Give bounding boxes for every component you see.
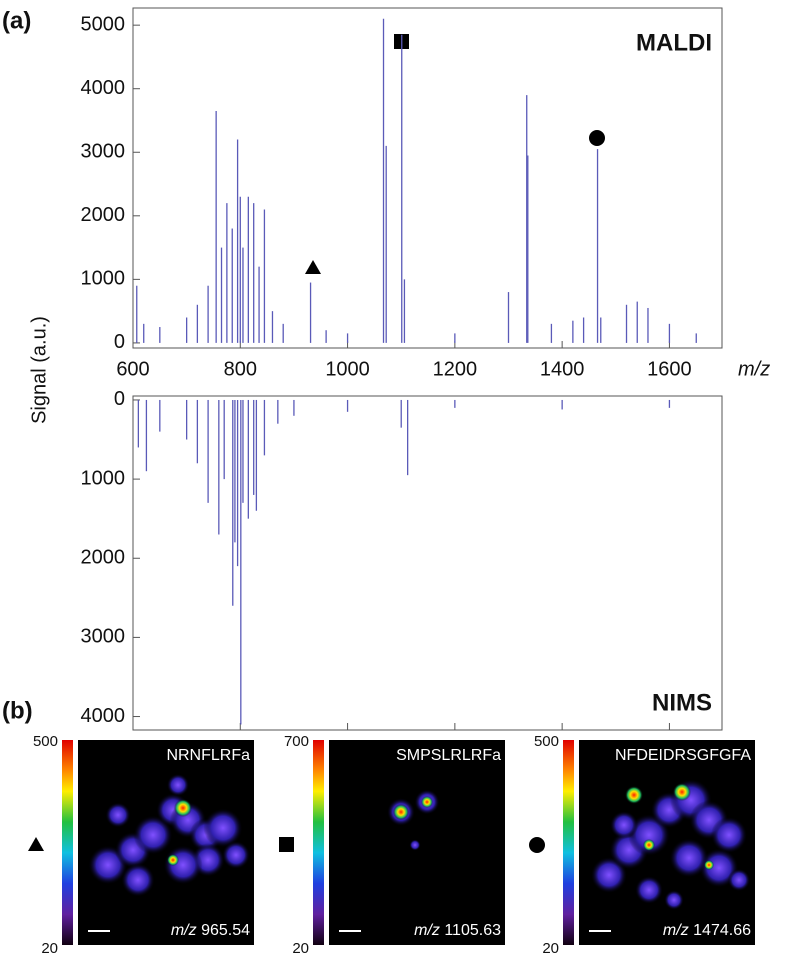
colorbar [313, 740, 324, 945]
signal-blob [105, 802, 131, 828]
x-tick-label: 800 [224, 358, 257, 380]
plot-frame [132, 7, 723, 349]
peptide-label: NFDEIDRSGFGFA [615, 747, 751, 764]
signal-blob [409, 839, 421, 851]
hot-spot [625, 786, 643, 804]
signal-blob [133, 815, 173, 855]
image-panel: 500 20 NFDEIDRSGFGFA m/z 1474.66 [534, 733, 755, 957]
signal-blob [664, 890, 684, 910]
x-tick-label: 1000 [325, 358, 370, 380]
colorbar-min: 20 [41, 940, 58, 957]
x-tick-label: 1600 [647, 358, 692, 380]
square-marker [279, 837, 294, 852]
y-tick-label: 3000 [81, 141, 126, 163]
signal-blob [163, 845, 203, 885]
y-tick-label: 4000 [81, 705, 126, 727]
hot-spot [167, 854, 179, 866]
y-tick-label: 0 [114, 331, 125, 353]
hot-spot [643, 839, 655, 851]
image-panel: 700 20 SMPSLRLRFa m/z 1105.63 [284, 733, 505, 957]
colorbar-min: 20 [542, 940, 559, 957]
colorbar [563, 740, 574, 945]
colorbar [62, 740, 73, 945]
colorbar-max: 700 [284, 733, 309, 750]
y-tick-label: 2000 [81, 204, 126, 226]
signal-blob [222, 841, 250, 869]
signal-blob [710, 816, 748, 854]
triangle-marker [305, 260, 321, 274]
x-axis-label: m/z [738, 358, 770, 380]
signal-blob [669, 838, 709, 878]
peptide-label: NRNFLRFa [166, 747, 250, 764]
y-tick-label: 5000 [81, 13, 126, 35]
mz-value: 1105.63 [444, 922, 501, 939]
hot-spot [421, 796, 433, 808]
y-tick-label: 4000 [81, 77, 126, 99]
mz-label: m/z 965.54 [171, 922, 250, 939]
mz-unit: m/z [414, 922, 440, 939]
y-tick-label: 1000 [81, 467, 126, 489]
mz-unit: m/z [663, 922, 689, 939]
x-tick-label: 1200 [433, 358, 478, 380]
hot-spot [704, 860, 714, 870]
mz-value: 965.54 [201, 922, 250, 939]
mz-value: 1474.66 [693, 922, 751, 939]
signal-blob [610, 811, 638, 839]
signal-blob [166, 773, 190, 797]
circle-marker [529, 837, 545, 853]
y-tick-label: 1000 [81, 268, 126, 290]
hot-spot [393, 804, 409, 820]
y-tick-label: 0 [114, 388, 125, 410]
spectrum-title: MALDI [636, 29, 712, 56]
signal-blob [635, 876, 663, 904]
y-axis-label: Signal (a.u.) [28, 316, 50, 424]
mz-label: m/z 1105.63 [414, 922, 501, 939]
x-tick-label: 1400 [540, 358, 585, 380]
hot-spot [174, 799, 192, 817]
hot-spot [673, 783, 691, 801]
circle-marker [589, 130, 605, 146]
image-panel: 500 20 NRNFLRFa m/z 965.54 [33, 733, 254, 957]
signal-blob [203, 808, 243, 848]
colorbar-max: 500 [534, 733, 559, 750]
panel-a-label: (a) [2, 7, 31, 34]
plot-frame [132, 395, 723, 731]
colorbar-max: 500 [33, 733, 58, 750]
y-tick-label: 2000 [81, 547, 126, 569]
triangle-marker [28, 837, 44, 851]
peptide-label: SMPSLRLRFa [396, 747, 501, 764]
spectrum-title: NIMS [652, 689, 712, 716]
x-tick-label: 600 [116, 358, 149, 380]
panel-b-label: (b) [2, 697, 33, 724]
colorbar-min: 20 [292, 940, 309, 957]
mz-unit: m/z [171, 922, 197, 939]
mz-label: m/z 1474.66 [663, 922, 751, 939]
signal-blob [121, 863, 155, 897]
signal-blob [727, 868, 751, 892]
y-tick-label: 3000 [81, 626, 126, 648]
